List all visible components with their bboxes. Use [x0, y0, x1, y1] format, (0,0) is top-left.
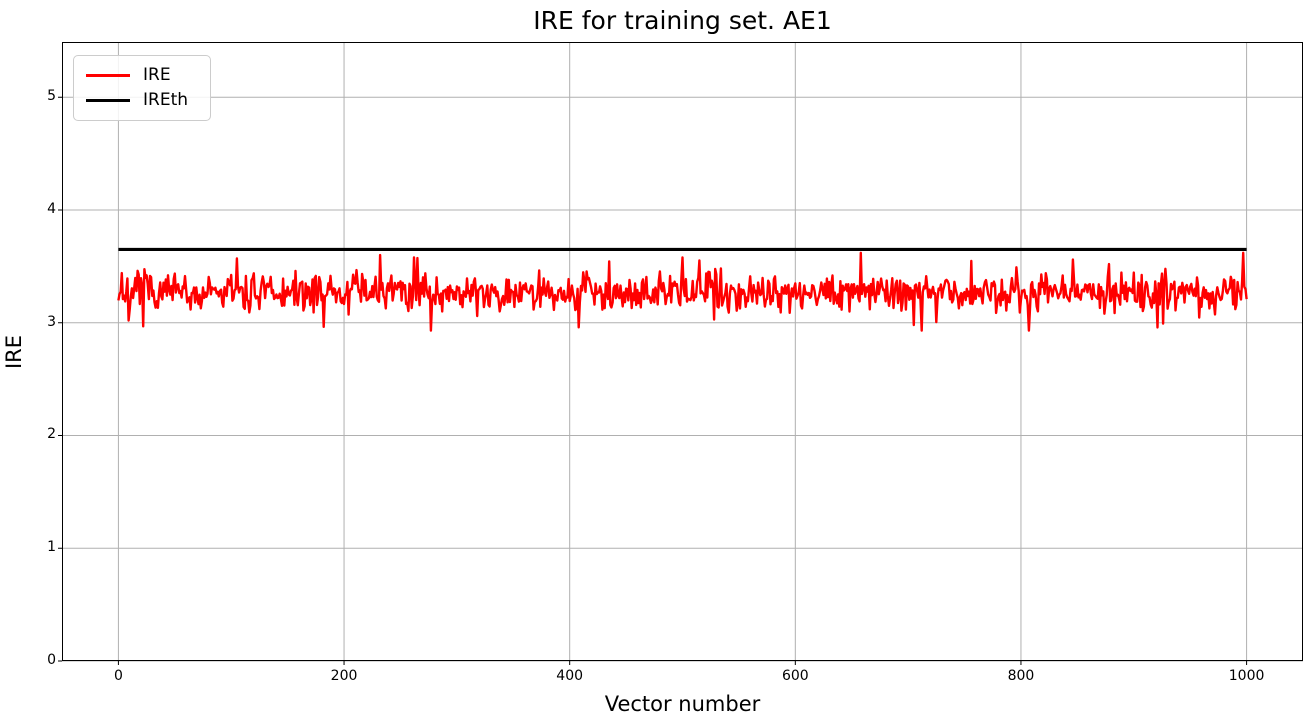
y-tick-label: 0 [47, 652, 56, 668]
legend-label-ireth: IREth [143, 90, 189, 110]
x-tick-label: 200 [330, 668, 358, 684]
x-tick-label: 400 [556, 668, 584, 684]
y-tick-label: 2 [47, 426, 56, 443]
y-tick-label: 5 [47, 88, 56, 105]
x-tick-label: 1000 [1228, 668, 1265, 684]
legend-entry-ireth: IREth [86, 88, 210, 113]
y-tick-label: 1 [47, 539, 56, 556]
ire-line-sample-icon [86, 74, 130, 77]
y-tick-label: 3 [47, 313, 56, 330]
x-axis-label: Vector number [604, 692, 761, 716]
chart-title: IRE for training set. AE1 [533, 6, 832, 35]
legend-entry-ire: IRE [86, 63, 210, 88]
x-tick-label: 0 [113, 668, 123, 684]
ire-series-line [117, 251, 1248, 332]
legend: IRE IREth [73, 55, 211, 121]
ireth-line-sample-icon [86, 99, 130, 102]
y-tick-label: 4 [47, 200, 56, 217]
axes-spines [62, 42, 1303, 661]
legend-label-ire: IRE [143, 65, 171, 85]
x-tick-label: 600 [781, 668, 809, 684]
x-tick-label: 800 [1007, 668, 1035, 684]
